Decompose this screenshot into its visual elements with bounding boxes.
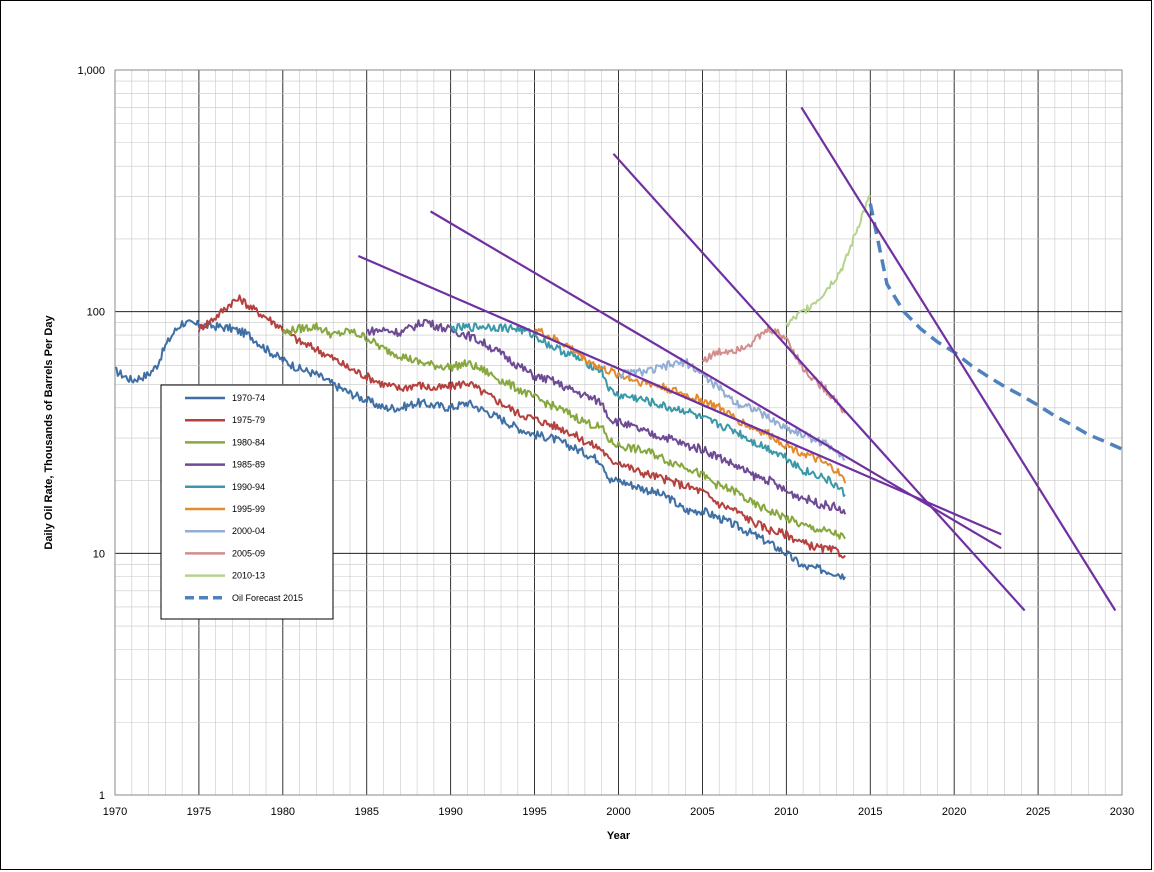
x-tick-label: 2000 bbox=[606, 806, 630, 818]
series-line-1990-94 bbox=[449, 322, 846, 497]
y-tick-label: 1 bbox=[99, 790, 105, 802]
x-tick-labels: 1970 1975 1980 1985 1990 1995 2000 2005 2010 2015… bbox=[103, 806, 1134, 818]
y-tick-label: 100 bbox=[87, 307, 105, 319]
legend-label: 1995-99 bbox=[232, 504, 265, 514]
trend-line-1 bbox=[357, 254, 1002, 536]
x-tick-label: 1980 bbox=[271, 806, 295, 818]
legend-box bbox=[160, 384, 334, 620]
x-tick-label: 2025 bbox=[1026, 806, 1050, 818]
y-axis-title: Daily Oil Rate, Thousands of Barrels Per… bbox=[43, 315, 55, 550]
legend-label: 1980-84 bbox=[232, 437, 265, 447]
x-tick-label: 1970 bbox=[103, 806, 127, 818]
x-tick-label: 1975 bbox=[187, 806, 211, 818]
y-tick-labels: 1 10 100 1,000 bbox=[77, 65, 105, 802]
series-line-1980-84 bbox=[281, 322, 846, 540]
legend-label: 2000-04 bbox=[232, 526, 265, 536]
series-line-oil-forecast-2015 bbox=[868, 203, 1123, 451]
x-axis-title: Year bbox=[607, 830, 631, 842]
trend-line-3 bbox=[612, 153, 1026, 612]
series-line-1985-89 bbox=[366, 318, 847, 515]
x-tick-label: 1990 bbox=[438, 806, 462, 818]
series-layer bbox=[114, 195, 1123, 581]
series-line-1975-79 bbox=[197, 294, 846, 559]
x-tick-label: 1985 bbox=[355, 806, 379, 818]
legend-label: Oil Forecast 2015 bbox=[232, 593, 303, 603]
x-tick-label: 2030 bbox=[1110, 806, 1134, 818]
legend: 1970-74 1975-79 1980-84 1985-89 1990-94 1995-… bbox=[160, 384, 334, 620]
legend-label: 1985-89 bbox=[232, 460, 265, 470]
y-tick-label: 10 bbox=[93, 548, 105, 560]
trend-line-2 bbox=[429, 210, 1002, 550]
series-line-2010-13 bbox=[785, 195, 871, 328]
series-line-1970-74 bbox=[114, 319, 846, 581]
x-tick-label: 2015 bbox=[858, 806, 882, 818]
trend-layer bbox=[357, 106, 1117, 612]
legend-label: 1975-79 bbox=[232, 415, 265, 425]
legend-label: 2005-09 bbox=[232, 548, 265, 558]
y-tick-label: 1,000 bbox=[77, 65, 105, 77]
x-tick-label: 2020 bbox=[942, 806, 966, 818]
x-tick-label: 1995 bbox=[522, 806, 546, 818]
x-tick-label: 2010 bbox=[774, 806, 798, 818]
legend-label: 1990-94 bbox=[232, 482, 265, 492]
legend-label: 1970-74 bbox=[232, 393, 265, 403]
trend-line-4 bbox=[800, 106, 1117, 612]
x-tick-label: 2005 bbox=[690, 806, 714, 818]
series-line-2005-09 bbox=[701, 325, 847, 414]
plot-border bbox=[114, 69, 1123, 796]
legend-label: 2010-13 bbox=[232, 571, 265, 581]
